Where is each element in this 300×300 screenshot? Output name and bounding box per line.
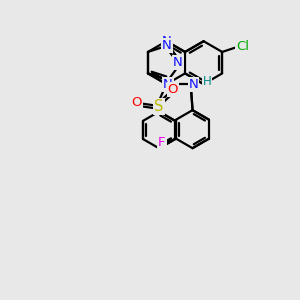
Text: N: N <box>162 35 171 48</box>
Text: N: N <box>189 78 198 91</box>
Text: O: O <box>168 83 178 96</box>
Text: N: N <box>162 39 172 52</box>
Text: N: N <box>173 56 183 69</box>
Text: F: F <box>158 136 166 149</box>
Text: S: S <box>154 99 164 114</box>
Text: N: N <box>163 78 173 91</box>
Text: O: O <box>131 96 142 109</box>
Text: H: H <box>202 75 211 88</box>
Text: Cl: Cl <box>236 40 249 53</box>
